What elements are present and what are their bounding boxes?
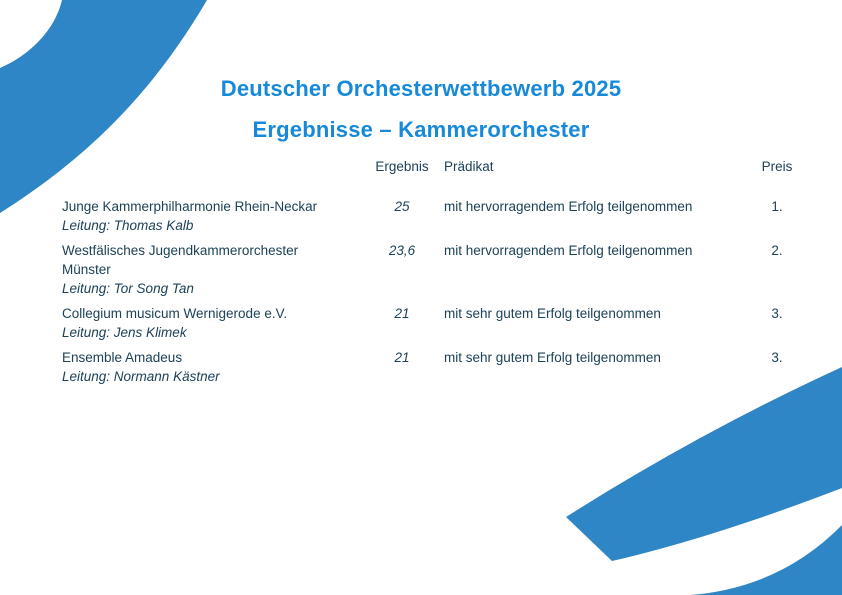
bottom-right-corner-swoosh-icon	[690, 525, 842, 595]
ensemble-leader: Leitung: Tor Song Tan	[62, 281, 194, 296]
table-row: Junge Kammerphilharmonie Rhein-Neckar Le…	[62, 197, 800, 235]
header-ergebnis: Ergebnis	[375, 159, 429, 174]
ensemble-name: Junge Kammerphilharmonie Rhein-Neckar	[62, 199, 318, 214]
ensemble-name: Ensemble Amadeus	[62, 350, 183, 365]
ensemble-cell: Westfälisches Jugendkammerorchester Müns…	[62, 241, 362, 298]
header-preis: Preis	[761, 159, 793, 174]
ensemble-cell: Ensemble Amadeus Leitung: Normann Kästne…	[62, 348, 362, 386]
ensemble-leader: Leitung: Jens Klimek	[62, 325, 187, 340]
score-value: 21	[394, 350, 410, 365]
document-title: Deutscher Orchesterwettbewerb 2025	[220, 76, 622, 101]
prize-value: 3.	[771, 350, 783, 365]
prize-value: 1.	[771, 199, 783, 214]
document-subtitle: Ergebnisse – Kammerorchester	[252, 117, 590, 142]
rating-text: mit hervorragendem Erfolg teilgenommen	[444, 243, 693, 258]
ensemble-name: Westfälisches Jugendkammerorchester Müns…	[62, 243, 299, 277]
table-header-row: Ergebnis Prädikat Preis	[62, 157, 800, 176]
prize-value: 3.	[771, 306, 783, 321]
table-row: Collegium musicum Wernigerode e.V. Leitu…	[62, 304, 800, 342]
ensemble-leader: Leitung: Thomas Kalb	[62, 218, 194, 233]
rating-text: mit hervorragendem Erfolg teilgenommen	[444, 199, 693, 214]
table-row: Westfälisches Jugendkammerorchester Müns…	[62, 241, 800, 298]
ensemble-cell: Collegium musicum Wernigerode e.V. Leitu…	[62, 304, 362, 342]
score-value: 21	[394, 306, 410, 321]
rating-text: mit sehr gutem Erfolg teilgenommen	[444, 350, 661, 365]
table-row: Ensemble Amadeus Leitung: Normann Kästne…	[62, 348, 800, 386]
ensemble-name: Collegium musicum Wernigerode e.V.	[62, 306, 288, 321]
ensemble-cell: Junge Kammerphilharmonie Rhein-Neckar Le…	[62, 197, 362, 235]
top-left-swoosh-icon	[0, 0, 207, 213]
score-value: 23,6	[388, 243, 416, 258]
rating-text: mit sehr gutem Erfolg teilgenommen	[444, 306, 661, 321]
header-praedikat: Prädikat	[444, 159, 494, 174]
bottom-right-swoosh-icon	[566, 367, 842, 561]
ensemble-leader: Leitung: Normann Kästner	[62, 369, 220, 384]
results-table: Ergebnis Prädikat Preis Junge Kammerphil…	[62, 157, 800, 392]
prize-value: 2.	[771, 243, 783, 258]
score-value: 25	[394, 199, 410, 214]
